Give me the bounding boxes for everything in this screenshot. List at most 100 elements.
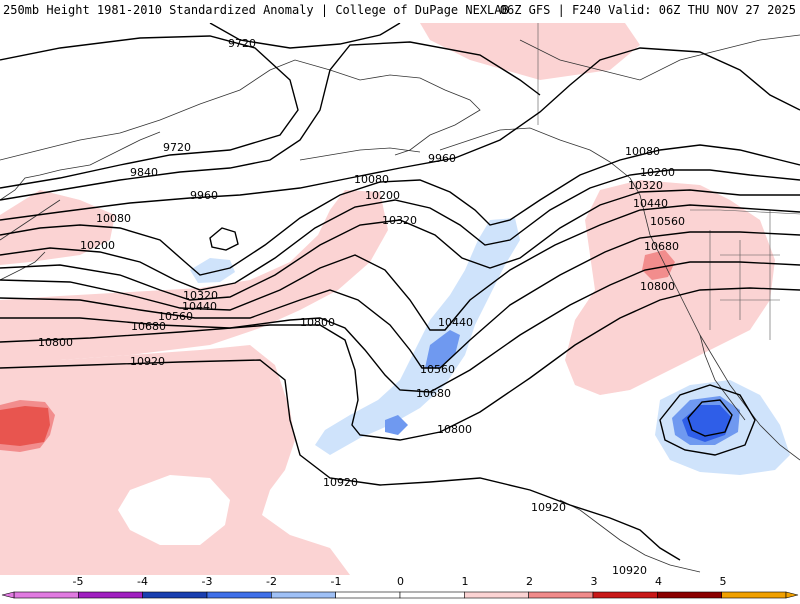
- contour-label: 10080: [625, 145, 660, 158]
- map-canvas: 9720 9720 9840 9960 9960 10080 10080 100…: [0, 23, 800, 575]
- colorbar-segment: [206, 591, 272, 599]
- contour-label: 9720: [163, 141, 191, 154]
- contour-label: 10320: [628, 179, 663, 192]
- height-contours: [0, 23, 800, 561]
- anomaly-area-pos-strong: [642, 250, 675, 280]
- contour-10800-low: [659, 384, 756, 456]
- contour-label: 10920: [612, 564, 647, 575]
- colorbar-tick-label: -4: [137, 575, 148, 588]
- colorbar-tick-label: 3: [591, 575, 598, 588]
- coastline-kamchatka: [0, 131, 161, 201]
- contour-10680-low: [687, 399, 733, 437]
- coastline-alaska: [439, 127, 631, 179]
- aleutians: [299, 147, 421, 161]
- contour-label: 9960: [428, 152, 456, 165]
- anomaly-area-pos-strong: [0, 406, 50, 446]
- colorbar: -5 -4 -3 -2 -1 0 1 2 3 4 5: [0, 575, 800, 600]
- contour-label: 10800: [437, 423, 472, 436]
- coastlines: [0, 34, 800, 573]
- anomaly-area-pos: [420, 23, 640, 80]
- contour-label: 10320: [183, 289, 218, 302]
- contour-9720-north: [209, 23, 401, 49]
- colorbar-tick-label: 1: [462, 575, 469, 588]
- contour-label: 10800: [38, 336, 73, 349]
- colorbar-tick-label: -3: [202, 575, 213, 588]
- anomaly-area-neg-strong: [425, 330, 460, 368]
- coastline-alaska-north: [519, 34, 800, 81]
- coastline-mexico: [559, 334, 746, 573]
- contour-label: 10560: [650, 215, 685, 228]
- contour-label: 10680: [131, 320, 166, 333]
- anomaly-hole: [118, 475, 230, 545]
- coastline-canada: [629, 177, 800, 461]
- colorbar-segment: [142, 591, 208, 599]
- contour-10320: [0, 189, 800, 301]
- colorbar-segment: [399, 591, 465, 599]
- colorbar-tick-label: 2: [526, 575, 533, 588]
- colorbar-tick-label: 0: [397, 575, 404, 588]
- political-borders: [537, 23, 800, 340]
- contour-10920: [0, 359, 681, 561]
- colorbar-segment: [335, 591, 401, 599]
- title-bar: 250mb Height 1981-2010 Standardized Anom…: [0, 0, 800, 22]
- contour-9960: [0, 47, 800, 221]
- colorbar-segment: [13, 591, 79, 599]
- colorbar-segment: [657, 591, 722, 599]
- coastline-east-siberia: [0, 59, 481, 161]
- contour-label: 10320: [382, 214, 417, 227]
- colorbar-tick-label: 4: [655, 575, 662, 588]
- anomaly-area-pos: [0, 345, 350, 575]
- colorbar-tick-label: -1: [331, 575, 342, 588]
- contour-9720: [0, 35, 299, 189]
- colorbar-arrow-right: [785, 591, 799, 599]
- contour-label: 10560: [158, 310, 193, 323]
- positive-anomaly-shading: [0, 23, 775, 575]
- contour-label: 10440: [633, 197, 668, 210]
- state-border: [709, 210, 780, 340]
- colorbar-ticks: -5 -4 -3 -2 -1 0 1 2 3 4 5: [73, 575, 727, 588]
- contour-label: 10080: [354, 173, 389, 186]
- contour-label: 10440: [438, 316, 473, 329]
- contour-label: 10200: [365, 189, 400, 202]
- colorbar-tick-label: 5: [720, 575, 727, 588]
- contour-label: 9720: [228, 37, 256, 50]
- contour-9840: [0, 41, 541, 201]
- map-title: 250mb Height 1981-2010 Standardized Anom…: [3, 3, 509, 17]
- contour-9960-small: [209, 227, 239, 251]
- colorbar-tick-label: -2: [266, 575, 277, 588]
- colorbar-segment: [528, 591, 594, 599]
- contour-label: 10200: [80, 239, 115, 252]
- colorbar-svg: -5 -4 -3 -2 -1 0 1 2 3 4 5: [1, 575, 799, 599]
- contour-label: 10680: [644, 240, 679, 253]
- map-panel[interactable]: 9720 9720 9840 9960 9960 10080 10080 100…: [0, 23, 800, 575]
- contour-label: 10800: [300, 316, 335, 329]
- contour-label: 10560: [420, 363, 455, 376]
- colorbar-segment: [271, 591, 336, 599]
- contour-label: 10200: [640, 166, 675, 179]
- contour-10080: [0, 144, 800, 276]
- anomaly-area-neg: [315, 218, 520, 455]
- colorbar-tick-label: -5: [73, 575, 84, 588]
- contour-label: 10800: [640, 280, 675, 293]
- contour-label: 9960: [190, 189, 218, 202]
- contour-label: 10440: [182, 300, 217, 313]
- contour-label: 10920: [323, 476, 358, 489]
- anomaly-area-neg-strong: [385, 415, 408, 435]
- colorbar-segment: [464, 591, 529, 599]
- contour-10440: [0, 204, 800, 331]
- contour-10800: [0, 287, 800, 441]
- contour-label: 10080: [96, 212, 131, 225]
- colorbar-segment: [592, 591, 658, 599]
- us-canada-border: [690, 209, 800, 215]
- anomaly-area-pos: [565, 180, 775, 395]
- anomaly-area-neg: [190, 258, 235, 283]
- contour-label: 10920: [130, 355, 165, 368]
- colorbar-segment: [78, 591, 143, 599]
- colorbar-arrow-left: [1, 591, 15, 599]
- colorbar-bar: [1, 591, 799, 599]
- anomaly-area-pos: [0, 190, 388, 360]
- contour-label: 10920: [531, 501, 566, 514]
- contour-label: 9840: [130, 166, 158, 179]
- colorbar-segment: [721, 591, 787, 599]
- contour-10200: [0, 169, 800, 291]
